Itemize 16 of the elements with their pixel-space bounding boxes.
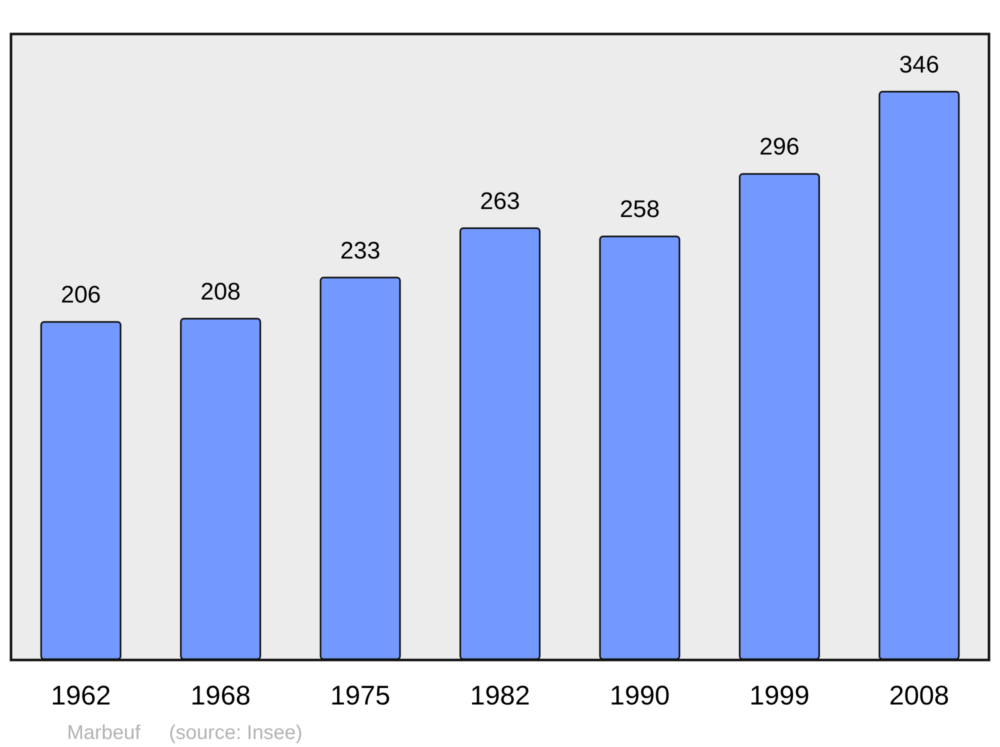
x-tick-label: 1982 <box>470 680 530 710</box>
data-label: 258 <box>620 196 660 224</box>
x-tick-label: 1968 <box>190 680 251 710</box>
x-tick-label: 1999 <box>749 680 810 710</box>
data-label: 296 <box>759 134 800 161</box>
text: Marbeuf <box>67 722 141 744</box>
x-tick-label: 1975 <box>330 680 390 710</box>
data-label: 263 <box>480 188 520 215</box>
data-label: 206 <box>60 282 101 309</box>
data-label: 346 <box>899 51 940 78</box>
text: (source: Insee) <box>169 722 302 744</box>
x-tick-label: 1962 <box>50 680 111 710</box>
data-label: 208 <box>200 278 241 306</box>
data-label: 233 <box>340 237 380 264</box>
x-tick-label: 1990 <box>610 680 670 710</box>
x-tick-label: 2008 <box>889 680 950 710</box>
